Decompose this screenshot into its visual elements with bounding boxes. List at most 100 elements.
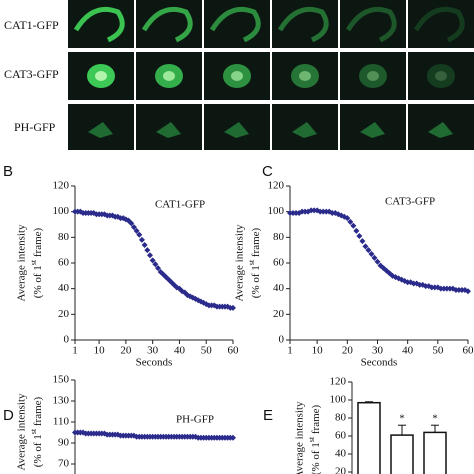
data-point xyxy=(359,238,366,245)
x-tick-label: 40 xyxy=(402,345,414,357)
x-tick-label: 20 xyxy=(120,345,132,357)
x-tick-label: 60 xyxy=(228,345,240,357)
data-point xyxy=(410,280,417,287)
y-axis-label-part: st xyxy=(29,428,38,434)
y-tick-label: 20 xyxy=(58,308,70,320)
panel-letter: C xyxy=(262,163,273,180)
data-point xyxy=(290,209,297,216)
data-point xyxy=(311,207,318,214)
data-point xyxy=(368,251,375,258)
y-tick-label: 100 xyxy=(268,205,285,217)
cell xyxy=(427,64,455,88)
y-axis-label-part: frame) xyxy=(310,404,322,436)
data-point xyxy=(452,286,459,293)
data-point xyxy=(443,285,450,292)
cell xyxy=(360,122,385,138)
cell xyxy=(345,6,397,43)
cell-core xyxy=(367,71,379,81)
data-point xyxy=(365,247,372,254)
y-tick-label: 40 xyxy=(273,282,285,294)
y-axis-label-part: st xyxy=(247,259,256,265)
y-axis-label-part: (% of 1 xyxy=(250,265,262,298)
microscopy-panels xyxy=(68,0,474,150)
y-axis-label: (% of 1st frame) xyxy=(29,396,44,467)
data-point xyxy=(356,233,363,240)
y-tick-label: 80 xyxy=(58,231,70,243)
data-point xyxy=(446,285,453,292)
cell xyxy=(73,6,125,43)
data-point xyxy=(308,207,315,214)
x-tick-label: 20 xyxy=(342,345,354,357)
y-tick-label: 120 xyxy=(268,180,285,192)
data-point xyxy=(230,304,236,311)
cell-core xyxy=(163,71,175,81)
data-point xyxy=(329,209,336,216)
data-point xyxy=(320,208,327,215)
x-tick-label: 10 xyxy=(94,345,106,357)
y-axis-label-part: (% of 1 xyxy=(32,265,44,298)
data-point xyxy=(437,285,444,292)
y-axis-label-part: st xyxy=(307,436,316,442)
y-tick-label: 0 xyxy=(279,334,285,346)
y-tick-label: 70 xyxy=(58,458,70,470)
y-tick-label: 110 xyxy=(53,416,70,428)
cell xyxy=(359,64,387,88)
data-point xyxy=(458,286,465,293)
data-point xyxy=(136,231,143,238)
y-axis-label: Average intensity xyxy=(16,224,28,302)
y-tick-label: 80 xyxy=(273,231,285,243)
data-point xyxy=(317,208,324,215)
data-point xyxy=(122,216,129,223)
y-axis-label: Average intensity xyxy=(234,224,246,302)
row-label: PH-GFP xyxy=(14,120,56,134)
cell xyxy=(292,122,317,138)
bar xyxy=(357,401,381,474)
data-point xyxy=(141,242,148,249)
y-tick-label: 40 xyxy=(58,282,70,294)
x-tick-label: 1 xyxy=(287,345,293,357)
cell xyxy=(224,122,249,138)
y-tick-label: 120 xyxy=(330,376,347,388)
panel-letter: E xyxy=(263,407,273,424)
y-tick-label: 60 xyxy=(58,257,70,269)
bar xyxy=(390,434,414,474)
data-point xyxy=(465,288,471,295)
data-point xyxy=(428,284,435,291)
y-axis-label-part: frame) xyxy=(32,396,44,428)
y-axis-label-part: frame) xyxy=(32,227,44,259)
cell xyxy=(156,122,181,138)
cell xyxy=(413,6,465,43)
significance-mark: * xyxy=(432,413,438,425)
x-axis-label: Seconds xyxy=(361,357,398,369)
y-axis-label: (% of 1st frame) xyxy=(29,227,44,298)
micrograph xyxy=(340,0,406,48)
y-tick-label: 0 xyxy=(64,334,70,346)
y-axis-label-part: frame) xyxy=(250,227,262,259)
data-point xyxy=(155,265,162,272)
cell-core xyxy=(299,71,311,81)
y-tick-label: 40 xyxy=(335,448,347,460)
cell xyxy=(88,122,113,138)
data-point xyxy=(293,209,300,216)
annotation: CAT3-GFP xyxy=(385,196,435,208)
data-point xyxy=(353,227,360,234)
y-axis-label: (% of 1st frame) xyxy=(247,227,262,298)
data-point xyxy=(128,220,135,227)
cell-core xyxy=(435,71,447,81)
cell xyxy=(277,6,329,43)
x-tick-label: 60 xyxy=(463,345,474,357)
row-label: CAT3-GFP xyxy=(4,67,59,81)
y-axis-label: Average intensity xyxy=(16,393,28,471)
y-axis-label: Average intensity xyxy=(294,401,306,474)
y-tick-label: 130 xyxy=(53,395,70,407)
data-point xyxy=(302,208,309,215)
data-point xyxy=(431,284,438,291)
y-tick-label: 20 xyxy=(273,308,285,320)
annotation: PH-GFP xyxy=(176,414,214,426)
data-point xyxy=(144,247,151,254)
x-tick-label: 50 xyxy=(201,345,213,357)
y-tick-label: 20 xyxy=(335,466,347,474)
data-point xyxy=(347,218,354,225)
y-axis-label-part: (% of 1 xyxy=(310,442,322,474)
